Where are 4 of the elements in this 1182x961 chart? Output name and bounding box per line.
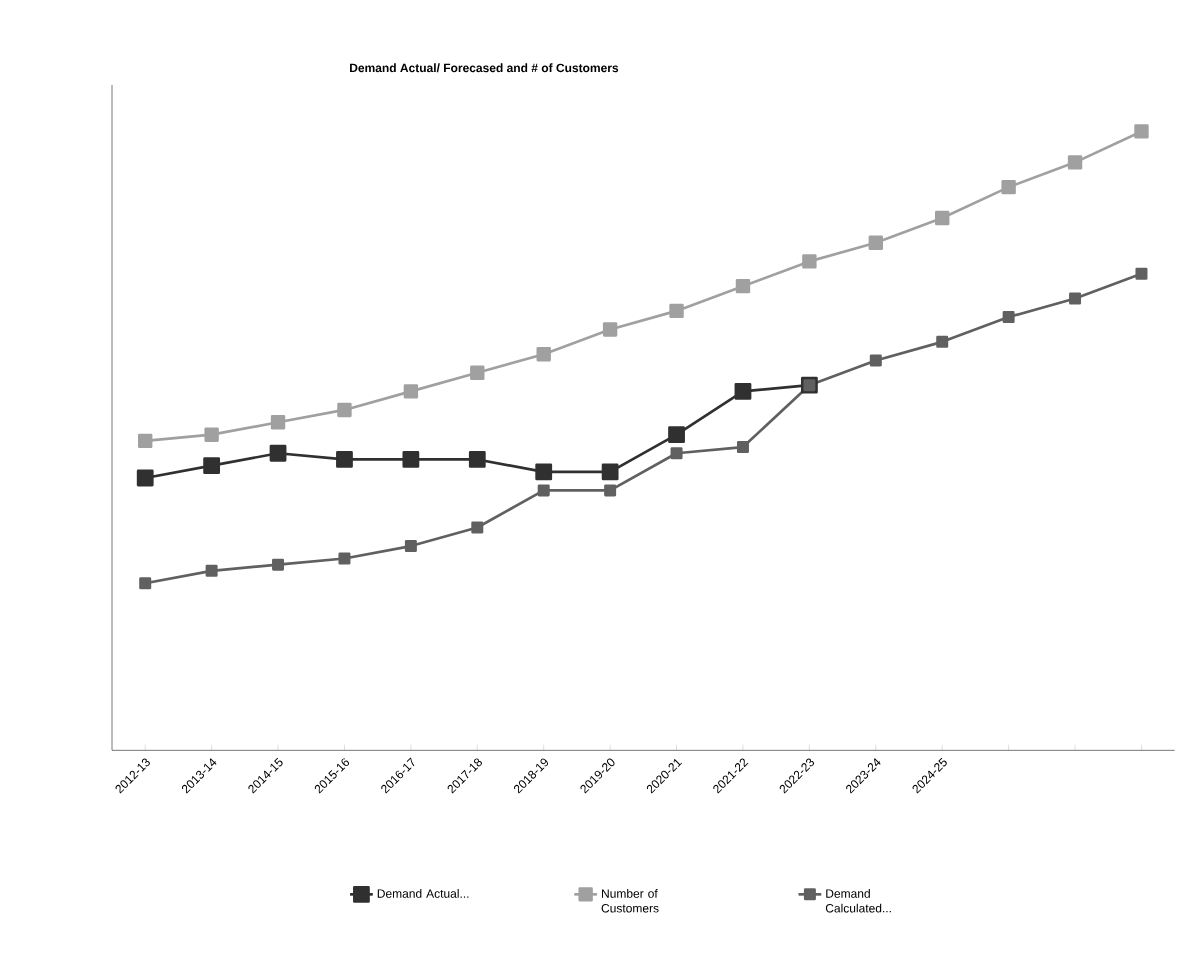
legend-label: Demand Actual... [377,889,469,898]
chart-title: Demand Actual/ Forecased and # of Customers [350,63,619,73]
legend-label: Number of Customers [601,889,659,913]
legend-label: Demand Calculated... [825,889,891,913]
